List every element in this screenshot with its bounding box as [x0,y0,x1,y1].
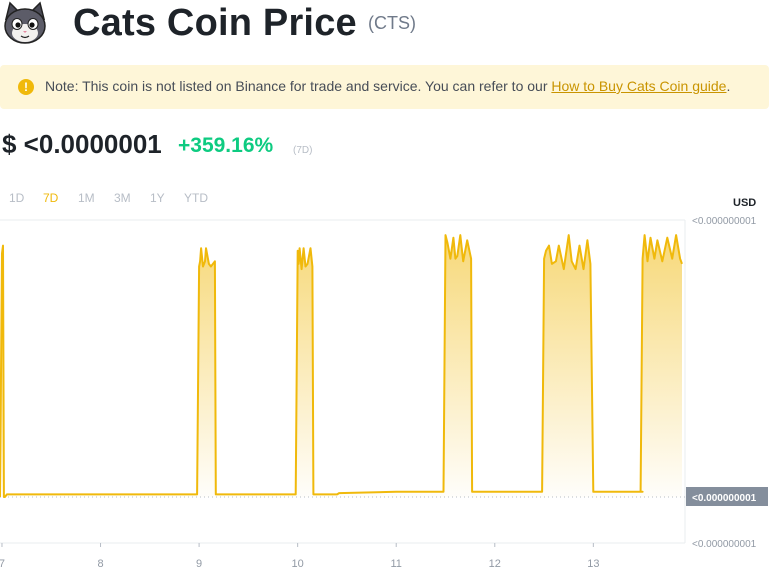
tab-1m[interactable]: 1M [78,191,95,205]
page-header: Cats Coin Price (CTS) [0,0,783,52]
how-to-buy-guide-link[interactable]: How to Buy Cats Coin guide [551,78,727,94]
tab-1y[interactable]: 1Y [150,191,165,205]
current-value-badge [686,487,768,506]
page-title: Cats Coin Price [73,2,357,44]
cat-face-icon [4,1,46,44]
x-tick-label: 9 [196,558,202,570]
coin-symbol: (CTS) [368,13,416,33]
price-line [0,234,683,498]
tab-1d[interactable]: 1D [9,191,25,205]
x-tick-label: 7 [0,558,5,570]
current-price: $ <0.0000001 [2,129,162,159]
price-area-fill [0,235,682,497]
note-suffix: . [726,78,731,94]
tab-ytd[interactable]: YTD [184,191,208,205]
price-chart[interactable]: 7 8 9 10 11 12 13 <0.000000001 <0.000000001 <0.00… [0,210,783,575]
current-value-label: <0.000000001 [692,493,757,504]
change-period: (7D) [293,145,313,156]
x-tick-label: 11 [391,558,402,570]
y-tick-label: <0.000000001 [692,216,757,227]
price-change-percent: +359.16% [178,134,274,157]
currency-label: USD [733,197,757,209]
tab-3m[interactable]: 3M [114,191,131,205]
x-tick-label: 10 [292,558,304,570]
listing-note-banner: ! Note: This coin is not listed on Binan… [0,65,769,109]
x-tick-label: 8 [97,558,103,570]
exclamation-icon: ! [18,79,34,95]
y-tick-label: <0.000000001 [692,539,757,550]
note-text: Note: This coin is not listed on Binance… [45,78,730,94]
note-message: Note: This coin is not listed on Binance… [45,78,552,94]
x-tick-label: 12 [489,558,501,570]
tab-7d[interactable]: 7D [43,191,59,205]
x-tick-label: 13 [587,558,599,570]
